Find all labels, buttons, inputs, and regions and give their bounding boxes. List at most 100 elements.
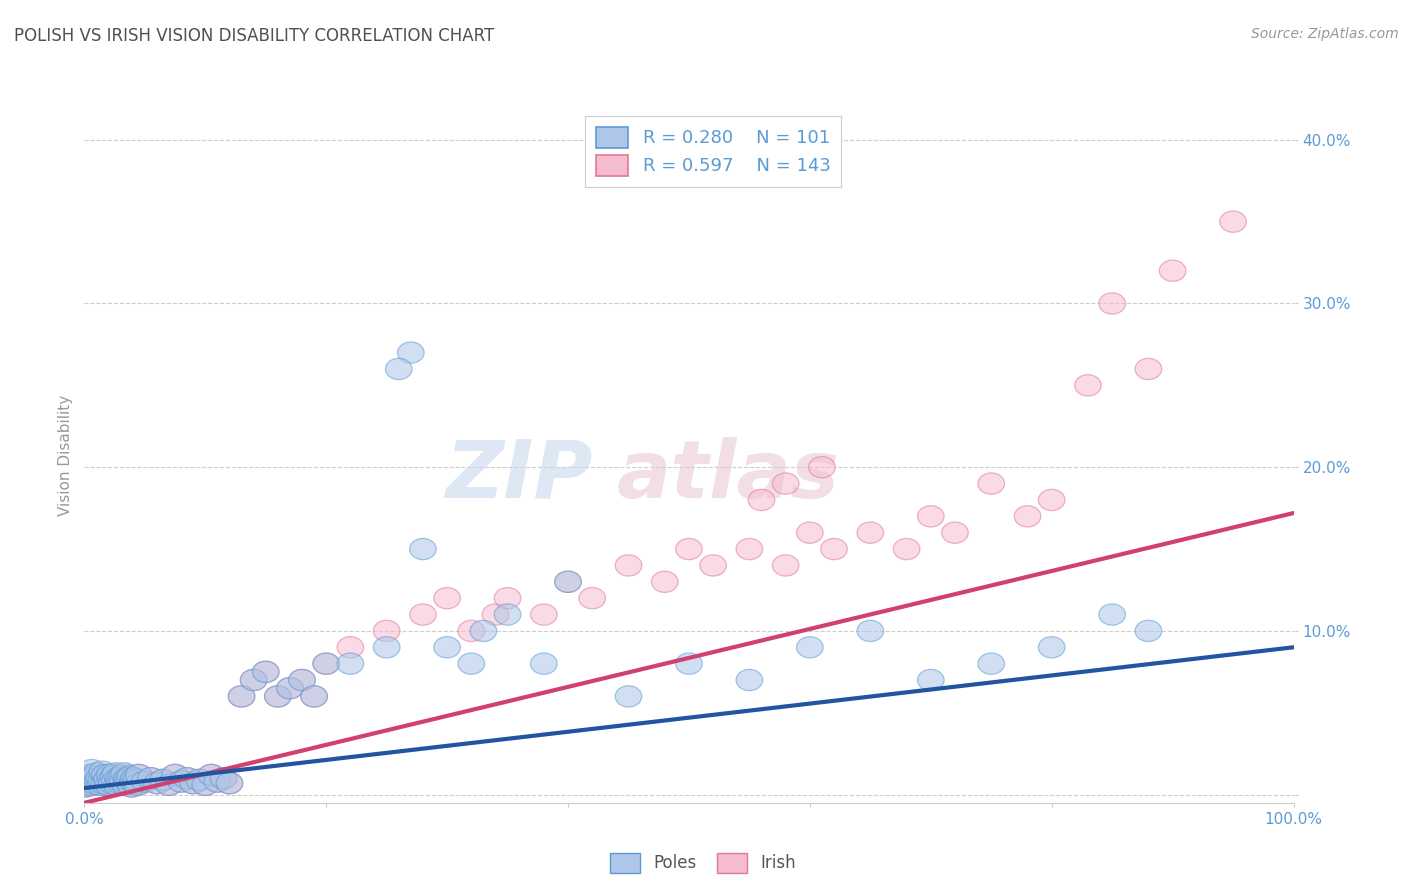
Ellipse shape	[132, 771, 157, 792]
Ellipse shape	[91, 772, 118, 794]
Ellipse shape	[264, 686, 291, 707]
Ellipse shape	[228, 686, 254, 707]
Ellipse shape	[434, 637, 460, 658]
Ellipse shape	[979, 653, 1004, 674]
Ellipse shape	[138, 768, 165, 789]
Ellipse shape	[314, 653, 339, 674]
Ellipse shape	[115, 769, 141, 790]
Ellipse shape	[105, 769, 132, 790]
Ellipse shape	[108, 768, 135, 789]
Ellipse shape	[1099, 293, 1125, 314]
Ellipse shape	[1074, 375, 1101, 396]
Ellipse shape	[858, 620, 883, 641]
Ellipse shape	[104, 772, 131, 794]
Ellipse shape	[73, 768, 100, 789]
Ellipse shape	[495, 604, 520, 625]
Ellipse shape	[470, 620, 496, 641]
Ellipse shape	[737, 539, 762, 559]
Ellipse shape	[77, 772, 104, 794]
Ellipse shape	[122, 772, 149, 794]
Ellipse shape	[124, 774, 150, 796]
Ellipse shape	[167, 771, 194, 792]
Ellipse shape	[434, 588, 460, 609]
Ellipse shape	[97, 768, 124, 789]
Ellipse shape	[124, 774, 150, 796]
Ellipse shape	[115, 772, 142, 794]
Ellipse shape	[94, 768, 121, 789]
Ellipse shape	[80, 772, 107, 794]
Ellipse shape	[82, 766, 108, 788]
Ellipse shape	[121, 768, 148, 789]
Ellipse shape	[458, 653, 485, 674]
Ellipse shape	[90, 772, 117, 794]
Ellipse shape	[98, 769, 125, 790]
Ellipse shape	[337, 637, 364, 658]
Ellipse shape	[1160, 260, 1185, 281]
Text: ZIP: ZIP	[444, 437, 592, 515]
Ellipse shape	[80, 769, 105, 790]
Text: POLISH VS IRISH VISION DISABILITY CORRELATION CHART: POLISH VS IRISH VISION DISABILITY CORREL…	[14, 27, 495, 45]
Ellipse shape	[700, 555, 727, 576]
Ellipse shape	[121, 768, 148, 789]
Ellipse shape	[277, 678, 304, 698]
Ellipse shape	[858, 522, 883, 543]
Ellipse shape	[96, 774, 122, 796]
Ellipse shape	[1099, 604, 1125, 625]
Ellipse shape	[143, 772, 170, 794]
Ellipse shape	[193, 774, 218, 796]
Ellipse shape	[174, 768, 201, 789]
Ellipse shape	[162, 764, 188, 786]
Ellipse shape	[616, 686, 641, 707]
Ellipse shape	[76, 768, 103, 789]
Ellipse shape	[103, 771, 129, 792]
Ellipse shape	[103, 763, 129, 784]
Ellipse shape	[84, 772, 111, 794]
Ellipse shape	[458, 620, 485, 641]
Ellipse shape	[93, 766, 120, 788]
Ellipse shape	[117, 766, 143, 788]
Ellipse shape	[186, 769, 212, 790]
Legend: R = 0.280    N = 101, R = 0.597    N = 143: R = 0.280 N = 101, R = 0.597 N = 143	[585, 116, 841, 186]
Ellipse shape	[124, 769, 149, 790]
Ellipse shape	[748, 490, 775, 510]
Ellipse shape	[409, 604, 436, 625]
Ellipse shape	[97, 772, 124, 794]
Ellipse shape	[118, 776, 145, 797]
Ellipse shape	[808, 457, 835, 478]
Ellipse shape	[89, 764, 115, 786]
Ellipse shape	[83, 771, 110, 792]
Ellipse shape	[180, 772, 207, 794]
Ellipse shape	[288, 669, 315, 690]
Ellipse shape	[79, 764, 105, 786]
Ellipse shape	[86, 768, 112, 789]
Ellipse shape	[204, 771, 231, 792]
Ellipse shape	[530, 653, 557, 674]
Ellipse shape	[555, 571, 581, 592]
Ellipse shape	[374, 620, 399, 641]
Ellipse shape	[156, 774, 183, 796]
Ellipse shape	[228, 686, 254, 707]
Ellipse shape	[253, 661, 278, 682]
Ellipse shape	[409, 539, 436, 559]
Ellipse shape	[75, 774, 101, 796]
Ellipse shape	[96, 774, 122, 796]
Ellipse shape	[122, 772, 149, 794]
Ellipse shape	[84, 771, 111, 792]
Ellipse shape	[288, 669, 315, 690]
Ellipse shape	[94, 771, 121, 792]
Ellipse shape	[156, 774, 183, 796]
Ellipse shape	[337, 653, 364, 674]
Ellipse shape	[100, 774, 127, 796]
Ellipse shape	[100, 766, 127, 788]
Ellipse shape	[193, 774, 218, 796]
Ellipse shape	[75, 771, 101, 792]
Ellipse shape	[301, 686, 328, 707]
Text: atlas: atlas	[616, 437, 839, 515]
Ellipse shape	[555, 571, 581, 592]
Ellipse shape	[115, 772, 142, 794]
Ellipse shape	[107, 774, 134, 796]
Ellipse shape	[108, 766, 135, 788]
Ellipse shape	[186, 769, 212, 790]
Ellipse shape	[97, 764, 124, 786]
Ellipse shape	[101, 764, 128, 786]
